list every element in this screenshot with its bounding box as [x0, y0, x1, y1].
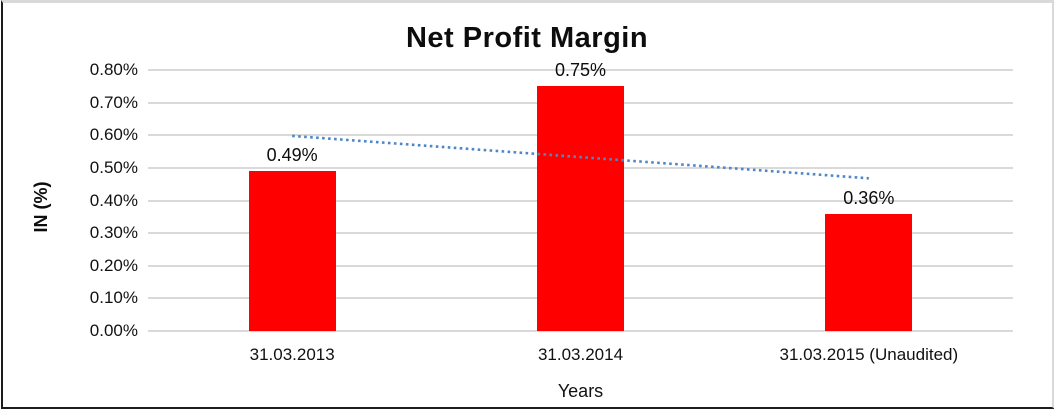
y-tick-label: 0.30% [89, 223, 138, 243]
data-label: 0.36% [843, 187, 895, 208]
bar [537, 86, 624, 331]
y-tick-label: 0.50% [89, 157, 138, 177]
y-tick-label: 0.80% [89, 60, 138, 79]
gridline [148, 69, 1013, 71]
bar [825, 213, 913, 331]
x-axis-title: Years [557, 381, 604, 401]
y-tick-label: 0.40% [89, 190, 138, 210]
chart-title: Net Profit Margin [405, 22, 649, 54]
y-tick-label: 0.00% [89, 321, 138, 340]
data-label: 0.75% [554, 60, 607, 81]
y-tick-label: 0.70% [89, 92, 138, 112]
y-tick-label: 0.60% [89, 125, 138, 145]
y-axis-title: IN (%) [31, 181, 51, 233]
y-tick-label: 0.20% [89, 255, 138, 275]
y-tick-label: 0.10% [89, 288, 138, 308]
gridline [148, 330, 1013, 332]
x-tick-label: 31.03.2015 (Unaudited) [779, 345, 959, 364]
data-label: 0.49% [266, 145, 318, 166]
x-tick-label: 31.03.2014 [537, 345, 624, 364]
bar [248, 171, 336, 331]
x-tick-label: 31.03.2013 [249, 345, 335, 364]
